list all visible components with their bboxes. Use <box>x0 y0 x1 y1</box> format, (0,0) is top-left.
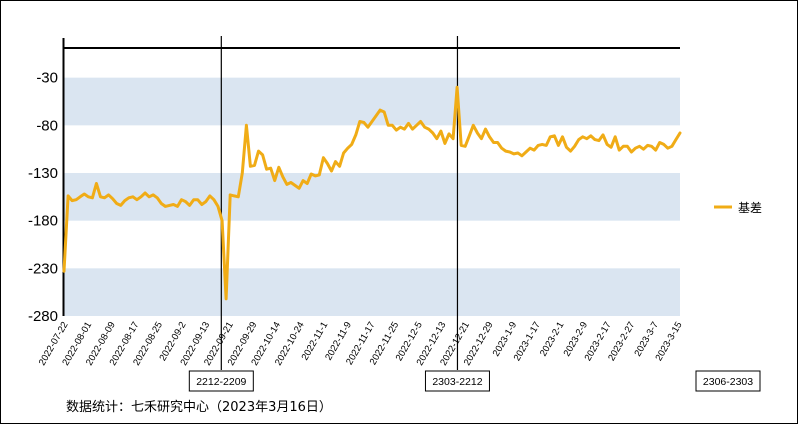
y-axis-ticks: -30 -80 -130 -180 -230 -280 <box>28 70 58 325</box>
series-line-basis <box>62 85 682 301</box>
contract-label-box <box>695 370 761 392</box>
y-tick-label: -280 <box>28 308 58 325</box>
source-note: 数据统计：七禾研究中心（2023年3月16日） <box>66 400 332 415</box>
y-bands <box>64 77 680 316</box>
contract-label-box <box>424 370 490 392</box>
contract-markers: 2212-2209 2303-2212 2306-2303 <box>188 36 761 392</box>
y-band <box>64 268 680 316</box>
legend-label: 基差 <box>738 201 762 215</box>
contract-label: 2212-2209 <box>196 376 246 388</box>
y-tick-label: -230 <box>28 260 58 277</box>
legend: 基差 <box>714 201 762 215</box>
y-tick-label: -180 <box>28 213 58 230</box>
contract-label-box <box>188 370 254 392</box>
y-band <box>64 173 680 221</box>
contract-label: 2306-2303 <box>703 376 753 388</box>
y-tick-label: -80 <box>36 117 58 134</box>
y-tick-label: -30 <box>36 70 58 87</box>
y-tick-label: -130 <box>28 165 58 182</box>
x-axis-ticks: 2022-07-222022-08-012022-08-092022-08-17… <box>37 320 685 368</box>
contract-label: 2303-2212 <box>432 376 482 388</box>
y-band <box>64 77 680 126</box>
